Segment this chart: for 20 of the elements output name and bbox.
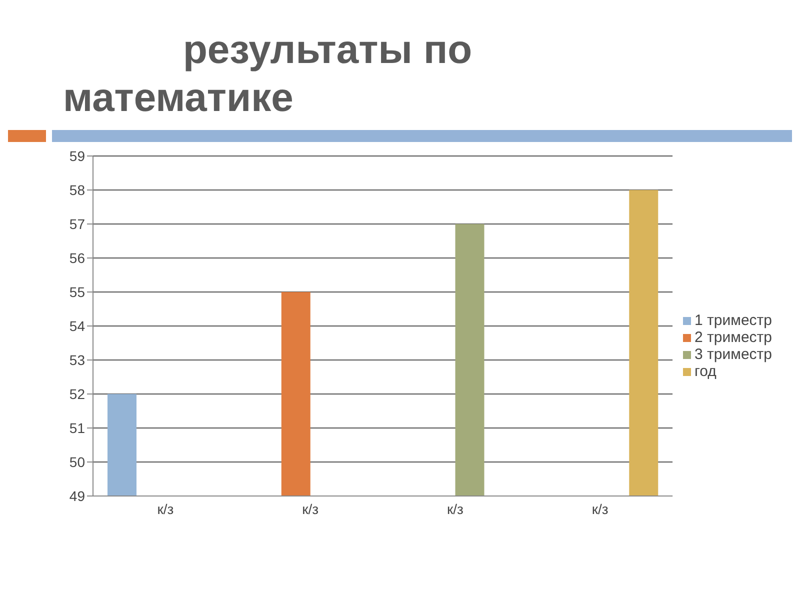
y-tick-label: 51: [69, 420, 86, 436]
chart-title: результаты по математике: [62, 27, 474, 122]
y-tick-label: 49: [69, 488, 86, 504]
x-tick-label: к/з: [592, 500, 608, 517]
legend-label: 3 триместр: [694, 346, 772, 363]
x-tick-label: к/з: [157, 500, 174, 517]
y-tick-label: 50: [69, 454, 86, 470]
y-tick-label: 56: [69, 250, 86, 266]
x-tick-label: к/з: [446, 500, 464, 517]
y-tick-label: 57: [69, 216, 86, 232]
legend-label: 1 триместр: [694, 312, 772, 329]
y-tick-label: 54: [69, 318, 86, 334]
x-tick-label: к/з: [302, 500, 319, 517]
y-tick-label: 52: [69, 386, 86, 402]
y-tick-label: 58: [69, 182, 86, 198]
y-tick-label: 55: [69, 284, 86, 300]
legend-label: 2 триместр: [694, 329, 772, 346]
y-tick-label: 59: [69, 148, 86, 164]
legend-label: год: [694, 363, 716, 380]
y-tick-label: 53: [69, 352, 86, 368]
